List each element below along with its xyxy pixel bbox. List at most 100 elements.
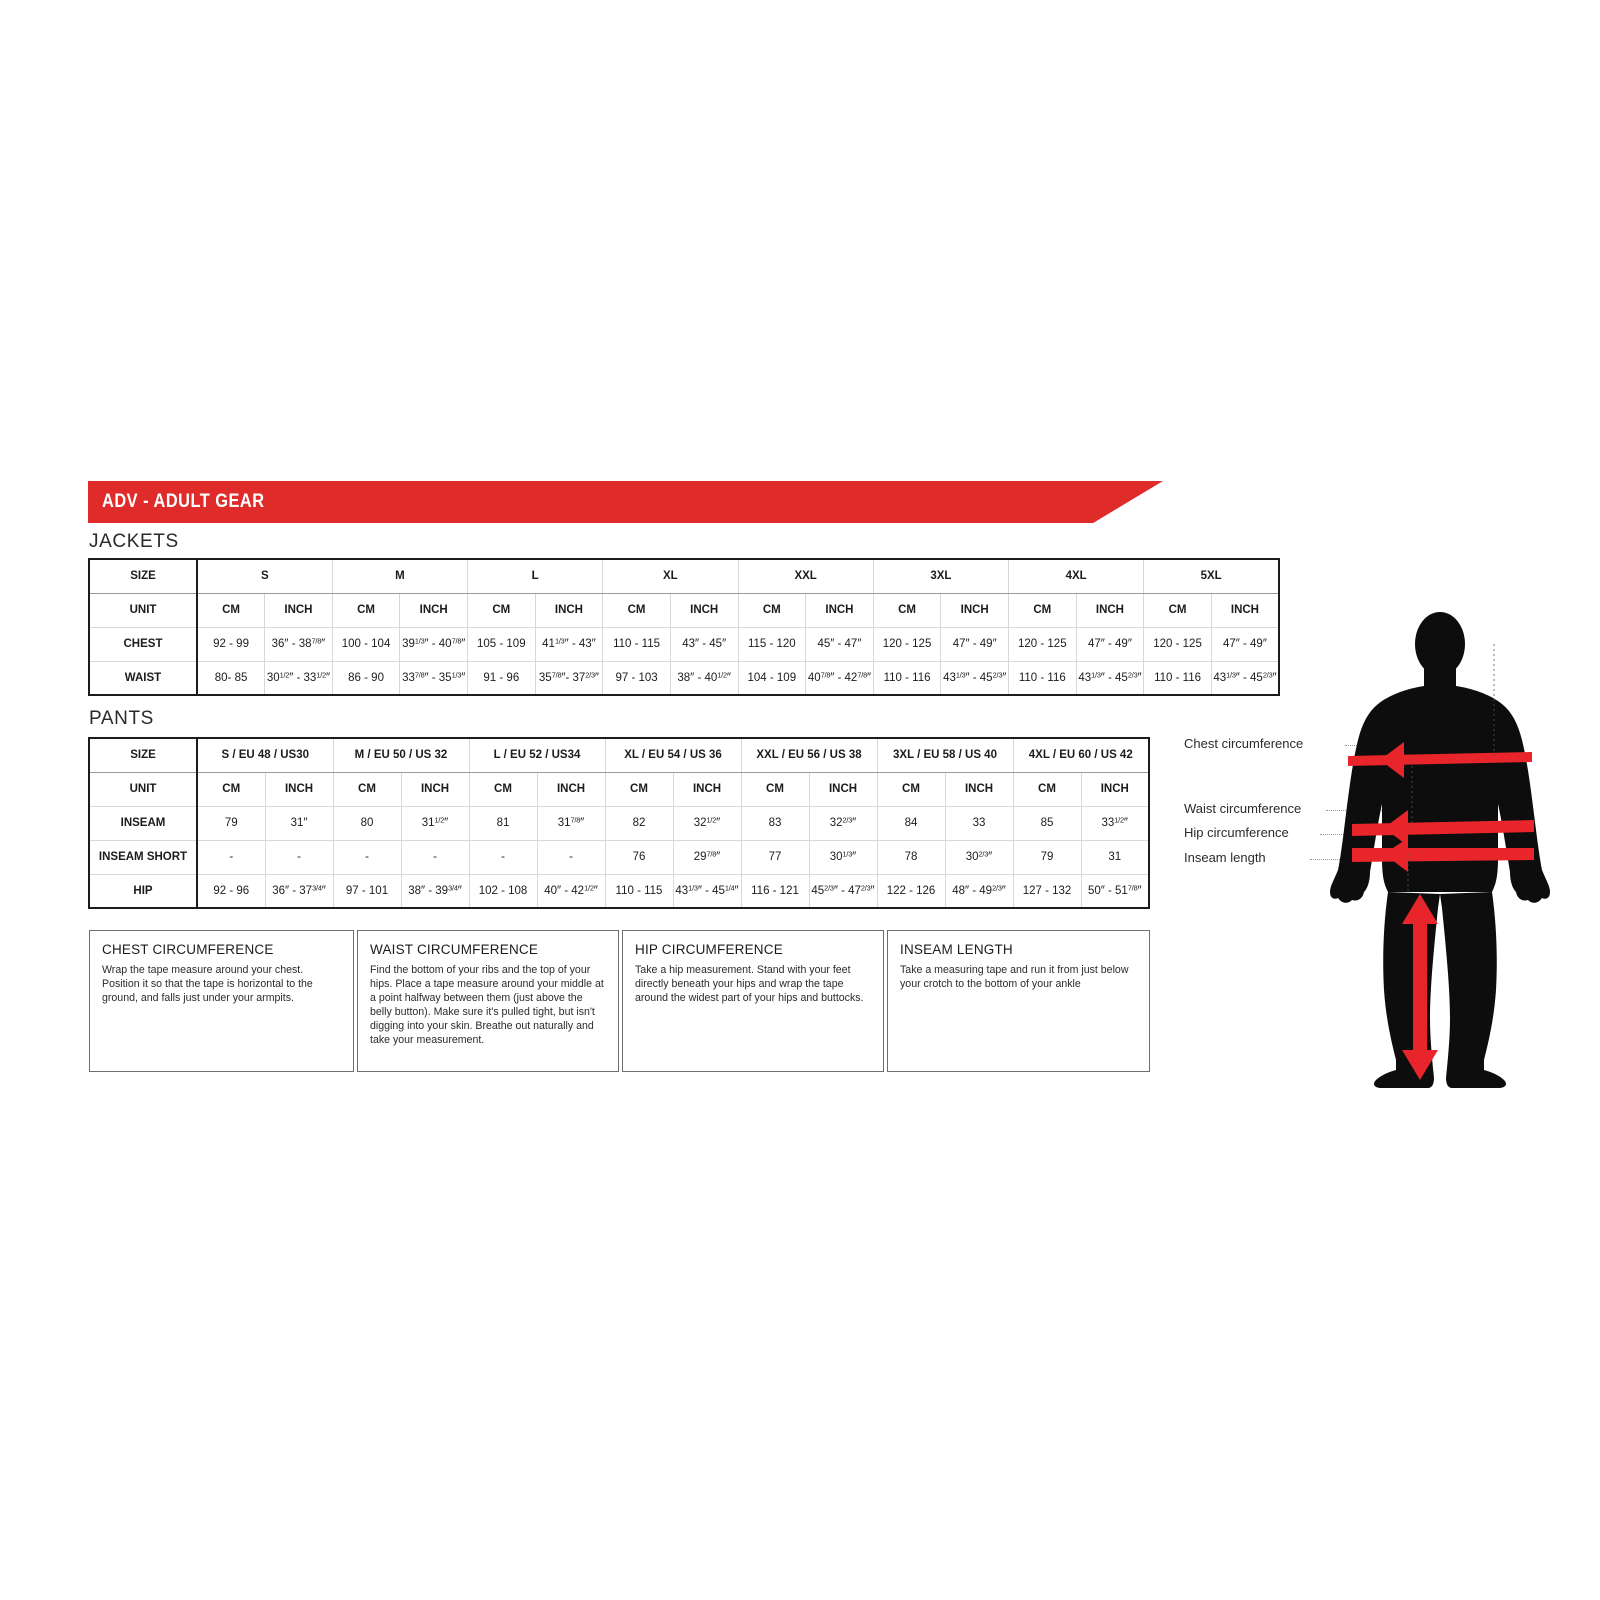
description-text-hip: Take a hip measurement. Stand with your … (635, 964, 864, 1005)
data-cell: 85 (1012, 805, 1082, 841)
header-cell-unit-cm: CM (602, 592, 671, 628)
data-cell: 110 - 115 (602, 626, 671, 662)
data-cell: 86 - 90 (331, 660, 401, 696)
data-cell: 91 - 96 (467, 660, 536, 696)
data-cell: 38″ - 401/2″ (669, 660, 739, 696)
data-cell: 100 - 104 (331, 626, 401, 662)
body-silhouette-figure (1330, 612, 1550, 1088)
data-cell: 407/8″ - 427/8″ (805, 660, 874, 696)
data-cell: 104 - 109 (737, 660, 807, 696)
data-cell: 92 - 96 (196, 873, 266, 909)
header-cell-size-6: 3XL (872, 558, 1010, 594)
data-cell: 337/8″ - 351/3″ (399, 660, 468, 696)
header-cell-unit-cm: CM (467, 592, 536, 628)
table-header-row-size: SIZE S / EU 48 / US30 M / EU 50 / US 32 L /… (88, 737, 1150, 773)
table-header-row-size: SIZE S M L XL XXL 3XL 4XL 5XL (88, 558, 1281, 594)
data-cell: 116 - 121 (740, 873, 810, 909)
data-cell: - (196, 839, 266, 875)
header-cell-size-4: XL (602, 558, 739, 594)
row-label-waist: WAIST (88, 660, 198, 696)
table-row: CHEST 92 - 99 36″ - 387/8″ 100 - 104 391/3″ … (88, 626, 1280, 662)
data-cell: 297/8″ (672, 839, 742, 875)
data-cell: 47″ - 49″ (1075, 626, 1145, 662)
data-cell: 82 (604, 805, 674, 841)
data-cell: 110 - 116 (1143, 660, 1212, 696)
header-cell-size-5: XXL (737, 558, 874, 594)
header-cell-unit-cm: CM (740, 771, 810, 807)
description-text-inseam: Take a measuring tape and run it from ju… (900, 964, 1129, 991)
header-cell-unit-inch: INCH (1075, 592, 1145, 628)
callout-inseam-length: Inseam length (1184, 850, 1266, 865)
callout-chest-circumference: Chest circumference (1184, 736, 1304, 751)
header-cell-unit: UNIT (88, 592, 198, 628)
description-title-hip: HIP CIRCUMFERENCE (635, 942, 783, 957)
header-cell-unit-inch: INCH (264, 592, 333, 628)
chest-measure-arrow-icon (1348, 742, 1532, 778)
data-cell: 45″ - 47″ (805, 626, 874, 662)
data-cell: 452/3″ - 472/3″ (808, 873, 878, 909)
data-cell: 97 - 103 (602, 660, 671, 696)
data-cell: 31 (1080, 839, 1150, 875)
data-cell: 302/3″ (944, 839, 1014, 875)
header-cell-size-4: XL / EU 54 / US 36 (604, 737, 742, 773)
header-cell-unit-cm: CM (332, 771, 402, 807)
data-cell: 122 - 126 (876, 873, 946, 909)
data-cell: 431/3″ - 451/4″ (672, 873, 742, 909)
row-label-chest: CHEST (88, 626, 198, 662)
data-cell: 322/3″ (808, 805, 878, 841)
data-cell: 79 (196, 805, 266, 841)
header-cell-unit-inch: INCH (940, 592, 1009, 628)
data-cell: 83 (740, 805, 810, 841)
header-cell-unit-cm: CM (1143, 592, 1212, 628)
data-cell: 78 (876, 839, 946, 875)
data-cell: 301/3″ (808, 839, 878, 875)
header-cell-unit-cm: CM (196, 771, 266, 807)
pants-section-label: PANTS (89, 708, 154, 729)
header-cell-unit-inch: INCH (399, 592, 468, 628)
table-row: WAIST 80- 85 301/2″ - 331/2″ 86 - 90 337/8″ … (88, 660, 1280, 696)
header-cell-size-3: L / EU 52 / US34 (468, 737, 606, 773)
header-cell-size-7: 4XL (1007, 558, 1145, 594)
data-cell: - (332, 839, 402, 875)
header-cell-unit-inch: INCH (1080, 771, 1150, 807)
row-label-inseam-short: INSEAM SHORT (88, 839, 198, 875)
description-text-chest: Wrap the tape measure around your chest.… (102, 964, 313, 1005)
data-cell: 97 - 101 (332, 873, 402, 909)
header-cell-unit-inch: INCH (944, 771, 1014, 807)
data-cell: - (468, 839, 538, 875)
data-cell: 311/2″ (400, 805, 470, 841)
description-title-chest: CHEST CIRCUMFERENCE (102, 942, 274, 957)
data-cell: 48″ - 492/3″ (944, 873, 1014, 909)
data-cell: 120 - 125 (1143, 626, 1212, 662)
header-cell-size-3: L (466, 558, 604, 594)
row-label-inseam: INSEAM (88, 805, 198, 841)
data-cell: 110 - 116 (872, 660, 942, 696)
table-row: INSEAM 79 31″ 80 311/2″ 81 317/8″ 82 321/2″ 83 322… (88, 805, 1150, 841)
header-cell-unit-inch: INCH (264, 771, 334, 807)
header-cell-unit-cm: CM (737, 592, 807, 628)
data-cell: 127 - 132 (1012, 873, 1082, 909)
data-cell: 47″ - 49″ (940, 626, 1009, 662)
description-box-waist: WAIST CIRCUMFERENCE Find the bottom of y… (357, 930, 619, 1072)
description-title-waist: WAIST CIRCUMFERENCE (370, 942, 539, 957)
data-cell: 431/3″ - 452/3″ (1210, 660, 1280, 696)
section-banner: ADV - ADULT GEAR (88, 481, 1163, 523)
header-cell-unit-cm: CM (331, 592, 401, 628)
header-cell-unit-inch: INCH (808, 771, 878, 807)
data-cell: 321/2″ (672, 805, 742, 841)
data-cell: 110 - 115 (604, 873, 674, 909)
header-cell-size-2: M (331, 558, 469, 594)
waist-measure-arrow-icon (1352, 810, 1534, 846)
data-cell: 47″ - 49″ (1210, 626, 1280, 662)
data-cell: 40″ - 421/2″ (536, 873, 606, 909)
data-cell: 80- 85 (196, 660, 266, 696)
header-cell-size-1: S / EU 48 / US30 (196, 737, 334, 773)
data-cell: 431/3″ - 452/3″ (940, 660, 1009, 696)
data-cell: 36″ - 387/8″ (264, 626, 333, 662)
table-row: HIP 92 - 96 36″ - 373/4″ 97 - 101 38″ - 393/… (88, 873, 1150, 909)
data-cell: 43″ - 45″ (669, 626, 739, 662)
header-cell-unit-inch: INCH (400, 771, 470, 807)
header-cell-size: SIZE (88, 558, 198, 594)
header-cell-unit-cm: CM (876, 771, 946, 807)
header-cell-size-5: XXL / EU 56 / US 38 (740, 737, 878, 773)
